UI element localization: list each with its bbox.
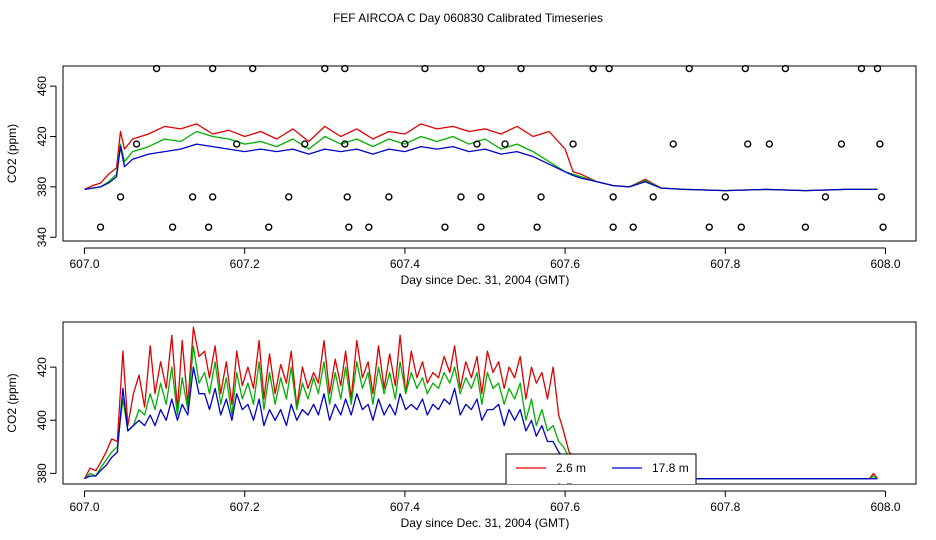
calibration-point (781, 64, 790, 73)
calibration-point (857, 64, 866, 73)
calibration-point (649, 193, 657, 201)
legend-label: 9.5 m (556, 481, 586, 495)
x-tick-label: 607.8 (710, 257, 740, 271)
calibration-point (343, 193, 351, 201)
calibration-point (477, 193, 485, 201)
bottom-panel: 607.0 607.2 607.4 607.6 607.8 608.0 Day since … (5, 321, 917, 530)
calibration-point (441, 223, 449, 231)
x-tick-label: 607.2 (230, 257, 260, 271)
calibration-point (765, 140, 774, 148)
calibration-point (837, 140, 846, 148)
series-line-9-5-mm (84, 130, 878, 192)
x-tick-label: 607.2 (230, 500, 260, 514)
figure-title: FEF AIRCOA C Day 060830 Calibrated Times… (333, 11, 603, 25)
calibration-point (879, 223, 887, 231)
series-line-17-8-mm (84, 366, 878, 480)
y-tick-label: 380 (35, 177, 49, 197)
calibration-point (721, 193, 729, 201)
calibration-point (188, 193, 197, 201)
calibration-point (821, 193, 830, 201)
calibration-point (208, 64, 217, 73)
legend-label: 17.8 m (652, 461, 689, 475)
calibration-point (116, 193, 125, 201)
calibration-point (265, 223, 273, 231)
y-axis-label: CO2 (ppm) (5, 124, 19, 183)
y-tick-label: 400 (35, 410, 49, 430)
x-tick-label: 607.6 (550, 500, 580, 514)
calibration-point (744, 140, 752, 148)
x-tick-label: 607.6 (550, 257, 580, 271)
x-tick-label: 607.0 (69, 257, 99, 271)
y-tick-label: 460 (35, 76, 49, 96)
x-axis-label: Day since Dec. 31, 2004 (GMT) (401, 516, 570, 530)
calibration-point (401, 140, 409, 148)
calibration-point (457, 193, 465, 201)
calibration-point (132, 140, 141, 148)
calibration-point (285, 193, 293, 201)
x-axis-label: Day since Dec. 31, 2004 (GMT) (401, 273, 570, 287)
calibration-point (609, 223, 617, 231)
calibration-point (345, 223, 353, 231)
calibration-point (685, 64, 693, 73)
calibration-point (737, 223, 746, 231)
calibration-point (873, 64, 882, 73)
calibration-point (168, 223, 177, 231)
legend-box (505, 453, 697, 484)
calibration-point (537, 193, 545, 201)
calibration-point (876, 140, 884, 148)
calibration-point (501, 140, 509, 148)
calibration-point (629, 223, 637, 231)
calibration-point (208, 193, 217, 201)
calibration-point (477, 64, 485, 73)
calibration-point (477, 223, 485, 231)
calibration-point (365, 223, 373, 231)
series-line-9-5-mm (84, 345, 878, 480)
y-tick-label: 340 (35, 227, 49, 247)
x-tick-label: 607.8 (710, 500, 740, 514)
x-tick-label: 607.4 (390, 500, 420, 514)
calibration-point (705, 223, 713, 231)
series-line-2-6-mm (83, 326, 879, 480)
calibration-point (341, 140, 349, 148)
calibration-point (232, 140, 241, 148)
calibration-point (421, 64, 429, 73)
calibration-point (96, 223, 105, 231)
calibration-point (589, 64, 597, 73)
series-line-17-8-mm (84, 143, 878, 192)
plot-frame (62, 65, 917, 242)
x-tick-label: 607.0 (69, 500, 99, 514)
top-panel: 607.0 607.2 607.4 607.6 607.8 608.0 Day since … (5, 64, 917, 287)
calibration-point (301, 140, 309, 148)
plot-frame (62, 321, 917, 485)
y-tick-label: 420 (35, 126, 49, 146)
calibration-point (801, 223, 810, 231)
calibration-point (669, 140, 677, 148)
y-axis-label: CO2 (ppm) (5, 373, 19, 432)
calibration-point (569, 140, 577, 148)
calibration-point (533, 223, 541, 231)
calibration-point (609, 193, 617, 201)
legend-label: 2.6 m (556, 461, 586, 475)
y-tick-label: 420 (35, 357, 49, 377)
legend: 2.6 m 9.5 m 17.8 m (505, 453, 697, 495)
calibration-point (204, 223, 213, 231)
calibration-point (249, 64, 257, 73)
calibration-point (877, 193, 886, 201)
x-tick-label: 608.0 (870, 500, 900, 514)
calibration-point (385, 193, 393, 201)
calibration-point (321, 64, 329, 73)
x-tick-label: 608.0 (870, 257, 900, 271)
calibration-point (517, 64, 525, 73)
x-tick-label: 607.4 (390, 257, 420, 271)
calibration-point (152, 64, 161, 73)
calibration-point (473, 140, 481, 148)
calibration-point (341, 64, 349, 73)
calibration-point (605, 64, 613, 73)
calibration-point (741, 64, 750, 73)
y-tick-label: 380 (35, 463, 49, 483)
